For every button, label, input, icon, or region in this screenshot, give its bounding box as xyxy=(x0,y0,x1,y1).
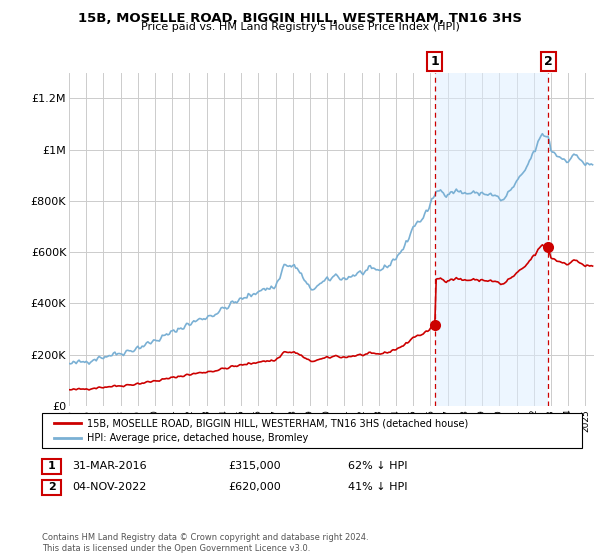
Text: Contains HM Land Registry data © Crown copyright and database right 2024.
This d: Contains HM Land Registry data © Crown c… xyxy=(42,533,368,553)
Text: 15B, MOSELLE ROAD, BIGGIN HILL, WESTERHAM, TN16 3HS: 15B, MOSELLE ROAD, BIGGIN HILL, WESTERHA… xyxy=(78,12,522,25)
Text: 04-NOV-2022: 04-NOV-2022 xyxy=(72,482,146,492)
Text: 2: 2 xyxy=(544,55,553,68)
Text: 1: 1 xyxy=(430,55,439,68)
Text: £620,000: £620,000 xyxy=(228,482,281,492)
Bar xyxy=(435,73,548,406)
Text: 2: 2 xyxy=(48,482,55,492)
Text: £315,000: £315,000 xyxy=(228,461,281,471)
Text: 31-MAR-2016: 31-MAR-2016 xyxy=(72,461,146,471)
Text: 41% ↓ HPI: 41% ↓ HPI xyxy=(348,482,407,492)
Text: 62% ↓ HPI: 62% ↓ HPI xyxy=(348,461,407,471)
Text: 1: 1 xyxy=(48,461,55,471)
Text: HPI: Average price, detached house, Bromley: HPI: Average price, detached house, Brom… xyxy=(87,433,308,444)
Text: Price paid vs. HM Land Registry's House Price Index (HPI): Price paid vs. HM Land Registry's House … xyxy=(140,22,460,32)
Text: 15B, MOSELLE ROAD, BIGGIN HILL, WESTERHAM, TN16 3HS (detached house): 15B, MOSELLE ROAD, BIGGIN HILL, WESTERHA… xyxy=(87,418,468,428)
